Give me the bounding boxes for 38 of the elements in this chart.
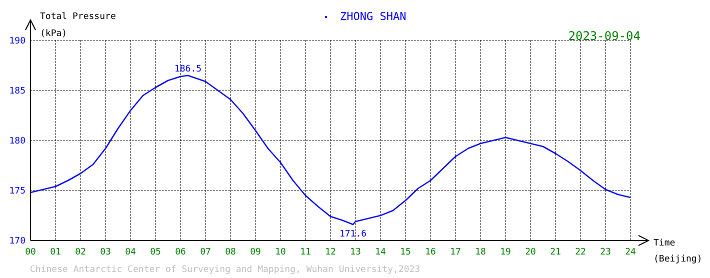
x-tick-label: 06 bbox=[175, 248, 186, 258]
x-axis-title: Time (Beijing) bbox=[654, 238, 702, 264]
x-tick-label: 10 bbox=[275, 248, 286, 258]
x-tick-label: 07 bbox=[200, 248, 211, 258]
x-tick-label: 04 bbox=[125, 248, 136, 258]
y-tick-label: 170 bbox=[9, 236, 26, 247]
legend-label: ZHONG SHAN bbox=[340, 10, 406, 23]
y-axis-title: Total Pressure (kPa) bbox=[40, 12, 116, 39]
y-tick-label: 175 bbox=[9, 186, 26, 197]
x-tick-label: 17 bbox=[450, 248, 461, 258]
x-tick-label: 13 bbox=[350, 248, 361, 258]
y-tick-label: 180 bbox=[9, 136, 26, 147]
x-tick-label: 16 bbox=[425, 248, 436, 258]
x-tick-label: 20 bbox=[525, 248, 536, 258]
x-tick-label: 01 bbox=[50, 248, 61, 258]
x-tick-label: 15 bbox=[400, 248, 411, 258]
annotation: 186.5 bbox=[174, 64, 202, 74]
x-tick-label: 14 bbox=[375, 248, 386, 258]
x-tick-label: 11 bbox=[300, 248, 311, 258]
text: Chinese Antarctic Center of Surveying and Mapping, Wuhan University,2023 bbox=[30, 265, 420, 275]
x-tick-label: 08 bbox=[225, 248, 236, 258]
x-tick-label: 09 bbox=[250, 248, 261, 258]
x-tick-label: 23 bbox=[600, 248, 611, 258]
x-tick-label: 19 bbox=[500, 248, 511, 258]
x-tick-label: 22 bbox=[575, 248, 586, 258]
x-tick-label: 12 bbox=[325, 248, 336, 258]
x-tick-label: 24 bbox=[625, 248, 636, 258]
x-tick-label: 18 bbox=[475, 248, 486, 258]
x-tick-label: 00 bbox=[25, 248, 36, 258]
chart-subtitle: 2023-09-04 bbox=[568, 29, 640, 43]
line-series bbox=[30, 74, 632, 226]
y-tick-label: 190 bbox=[9, 36, 26, 47]
x-tick-label: 05 bbox=[150, 248, 161, 258]
x-tick-label: 02 bbox=[75, 248, 86, 258]
y-tick-label: 185 bbox=[9, 86, 26, 97]
annotation: 171.6 bbox=[339, 230, 367, 240]
x-tick-label: 03 bbox=[100, 248, 111, 258]
x-tick-label: 21 bbox=[550, 248, 561, 258]
